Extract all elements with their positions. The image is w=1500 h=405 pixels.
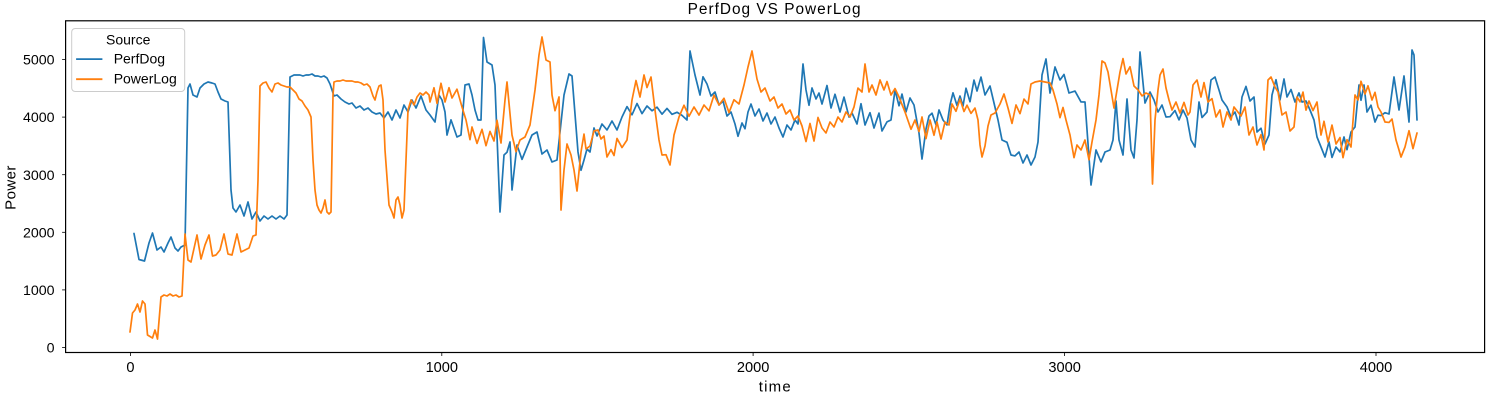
- svg-text:PerfDog VS PowerLog: PerfDog VS PowerLog: [688, 1, 862, 18]
- svg-text:3000: 3000: [23, 168, 55, 184]
- svg-text:0: 0: [126, 360, 134, 376]
- svg-text:3000: 3000: [1048, 360, 1080, 376]
- svg-text:4000: 4000: [1360, 360, 1392, 376]
- svg-text:time: time: [759, 378, 792, 395]
- svg-text:0: 0: [47, 341, 55, 357]
- svg-text:1000: 1000: [23, 283, 55, 299]
- svg-text:Power: Power: [3, 165, 20, 210]
- svg-text:2000: 2000: [23, 225, 55, 241]
- svg-text:PerfDog: PerfDog: [114, 51, 165, 67]
- svg-text:1000: 1000: [426, 360, 458, 376]
- svg-text:PowerLog: PowerLog: [114, 71, 177, 87]
- svg-text:Source: Source: [106, 32, 151, 48]
- svg-text:2000: 2000: [737, 360, 769, 376]
- svg-text:4000: 4000: [23, 110, 55, 126]
- svg-text:5000: 5000: [23, 53, 55, 69]
